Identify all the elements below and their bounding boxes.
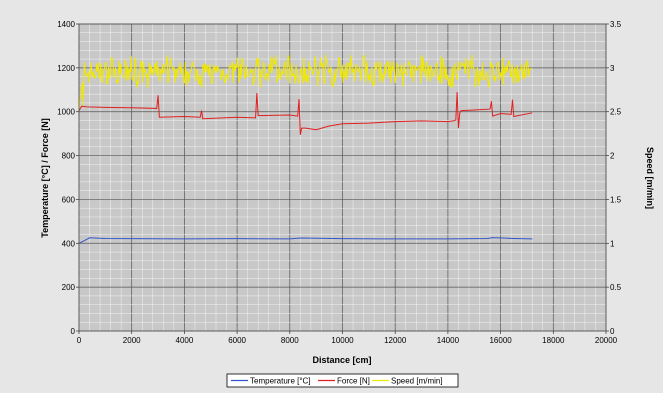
y-axis-label-left: Temperature [°C] / Force [N] (40, 118, 50, 237)
y-left-tick-label: 0 (71, 327, 76, 336)
x-tick-label: 2000 (123, 336, 141, 345)
series-line-speed (78, 53, 533, 110)
y-left-tick-label: 1000 (57, 108, 75, 117)
y-right-tick-label: 1 (610, 239, 615, 248)
x-tick-label: 16000 (489, 336, 512, 345)
y-right-tick-label: 0.5 (610, 283, 622, 292)
x-tick-label: 8000 (281, 336, 299, 345)
y-right-tick-label: 0 (610, 327, 615, 336)
series-line-force (78, 91, 533, 135)
x-tick-label: 14000 (437, 336, 460, 345)
y-left-tick-label: 1200 (57, 64, 75, 73)
y-right-tick-label: 2 (610, 152, 615, 161)
axis-ticks: 0 2000 4000 6000 8000 10000 12000 14000 16000 180… (57, 20, 621, 345)
legend-label-force: Force [N] (337, 377, 370, 386)
y-left-tick-label: 800 (62, 152, 76, 161)
x-tick-label: 18000 (542, 336, 565, 345)
legend-label-speed: Speed [m/min] (391, 377, 443, 386)
x-tick-label: 4000 (176, 336, 194, 345)
y-right-tick-label: 2.5 (610, 108, 622, 117)
x-tick-label: 0 (77, 336, 82, 345)
legend-label-temperature: Temperature [°C] (250, 377, 311, 386)
y-left-tick-label: 400 (62, 239, 76, 248)
y-left-tick-label: 600 (62, 195, 76, 204)
series-line-temperature (78, 237, 533, 244)
legend: Temperature [°C] Force [N] Speed [m/min] (226, 373, 459, 388)
x-tick-label: 12000 (384, 336, 407, 345)
y-axis-label-right: Speed [m/min] (645, 147, 655, 209)
y-right-tick-label: 1.5 (610, 195, 622, 204)
legend-box (226, 373, 459, 388)
x-tick-label: 20000 (595, 336, 618, 345)
y-right-tick-label: 3 (610, 64, 615, 73)
chart-series (78, 53, 533, 244)
y-left-tick-label: 200 (62, 283, 76, 292)
x-axis-label: Distance [cm] (312, 355, 371, 365)
y-right-tick-label: 3.5 (610, 20, 622, 29)
x-tick-label: 10000 (331, 336, 354, 345)
y-left-tick-label: 1400 (57, 20, 75, 29)
x-tick-label: 6000 (228, 336, 246, 345)
